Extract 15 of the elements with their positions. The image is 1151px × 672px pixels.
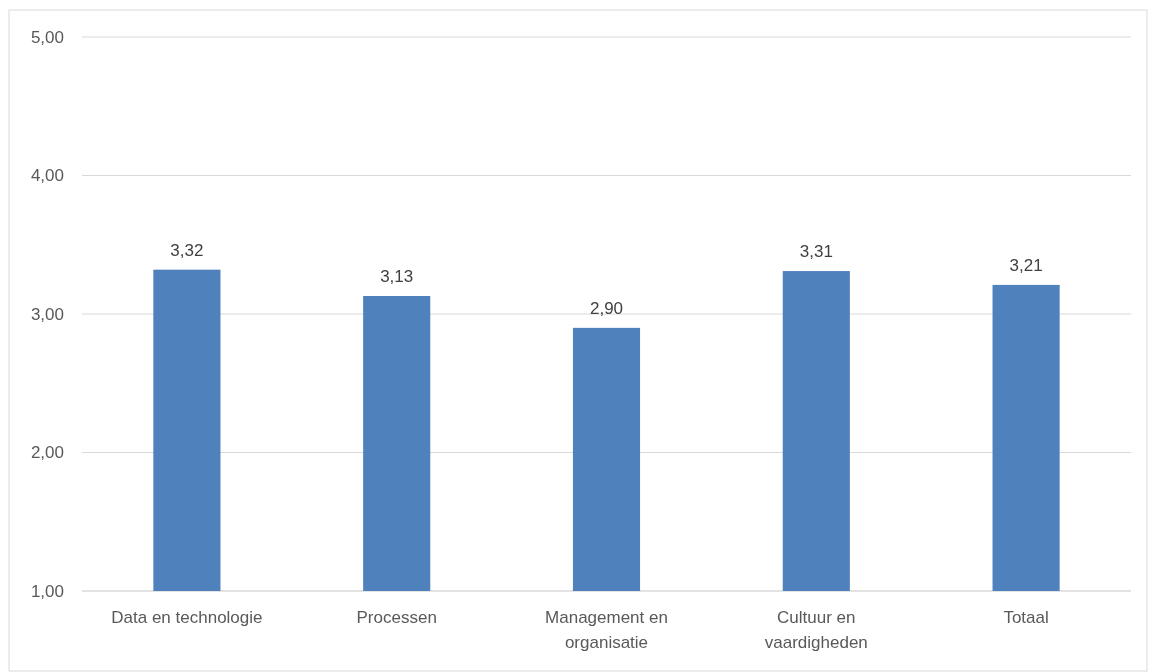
y-tick-label: 1,00	[30, 581, 64, 601]
x-tick-label: Totaal	[1003, 608, 1049, 627]
y-tick-label: 4,00	[30, 166, 64, 186]
data-label: 3,32	[170, 240, 204, 260]
y-tick-label: 2,00	[30, 443, 64, 463]
x-tick-label: Management en organisatie	[545, 608, 668, 652]
data-label: 2,90	[589, 298, 624, 318]
x-tick-label: Cultuur en vaardigheden	[764, 608, 868, 652]
data-label: 3,31	[799, 242, 833, 262]
x-tick-label: Processen	[356, 608, 437, 627]
y-tick-label: 3,00	[30, 304, 64, 324]
data-label: 3,13	[380, 266, 414, 286]
x-tick-label: Data en technologie	[111, 608, 263, 627]
y-tick-label: 5,00	[30, 27, 64, 47]
data-label: 3,21	[1009, 255, 1043, 275]
